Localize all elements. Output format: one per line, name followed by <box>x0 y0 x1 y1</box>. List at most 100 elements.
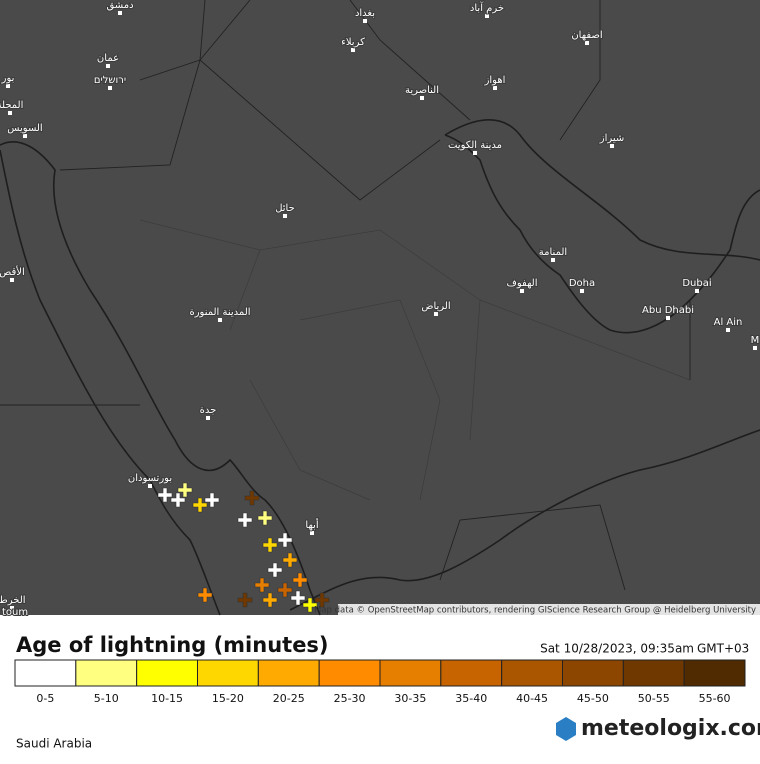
borders <box>0 0 691 591</box>
legend-label: 55-60 <box>699 692 731 705</box>
city-label: الخرط <box>0 595 26 606</box>
city-label: عمان <box>97 53 119 64</box>
city-label: ירושלים <box>94 75 126 86</box>
city-label: المدينة المنورة <box>189 307 250 318</box>
city-dot <box>351 48 355 52</box>
city-dot <box>118 11 122 15</box>
legend-label: 20-25 <box>273 692 305 705</box>
city-label: اصفهان <box>571 30 602 41</box>
timezone: GMT+03 <box>697 642 749 656</box>
region: Saudi Arabia <box>16 737 92 751</box>
city-dot <box>108 86 112 90</box>
city-dot <box>695 289 699 293</box>
city-label: بور <box>1 73 15 84</box>
city-dot <box>580 289 584 293</box>
city-dot <box>283 214 287 218</box>
legend-swatch <box>257 659 320 687</box>
brand[interactable]: meteologix.com <box>581 716 760 741</box>
legend-swatch <box>75 659 138 687</box>
map-background <box>0 0 760 615</box>
timestamp: Sat 10/28/2023, 09:35am <box>540 642 694 656</box>
legend-swatch <box>379 659 442 687</box>
city-dot <box>493 86 497 90</box>
city-label: مدينة الكويت <box>448 140 502 151</box>
city-dot <box>420 96 424 100</box>
city-dot <box>434 312 438 316</box>
city-label: السويس <box>7 123 42 134</box>
legend-label: 0-5 <box>36 692 54 705</box>
city-label: المحلة <box>0 100 23 111</box>
city-dot <box>753 346 757 350</box>
city-label: كربلاء <box>341 37 365 48</box>
city-dot <box>10 278 14 282</box>
city-dot <box>8 111 12 115</box>
legend-swatch <box>501 659 563 687</box>
legend: 0-5 5-10 10-15 15-20 20-25 25-30 30-35 35-40 40-… <box>14 659 746 705</box>
legend-label: 30-35 <box>394 692 426 705</box>
city-label: Abu Dhabi <box>642 305 694 316</box>
city-dot <box>106 64 110 68</box>
city-dot <box>6 84 10 88</box>
city-label: المنامة <box>539 247 567 258</box>
city-dot <box>13 618 17 622</box>
legend-swatch <box>14 659 77 687</box>
city-label: الأقص <box>0 265 25 278</box>
city-label: بغداد <box>355 8 375 19</box>
city-label: الناصرية <box>405 85 439 96</box>
city-label: الرياض <box>421 301 450 312</box>
legend-swatch <box>136 659 199 687</box>
legend-label: 45-50 <box>577 692 609 705</box>
legend-label: 50-55 <box>638 692 670 705</box>
city-dot <box>310 531 314 535</box>
attribution: Map data © OpenStreetMap contributors, r… <box>314 606 756 616</box>
legend-swatch <box>622 659 685 687</box>
city-dot <box>23 134 27 138</box>
province-lines <box>139 219 691 501</box>
legend-label: 35-40 <box>455 692 487 705</box>
city-label: Dubai <box>682 278 711 289</box>
legend-label: 40-45 <box>516 692 548 705</box>
city-label: Al Ain <box>714 317 743 328</box>
legend-swatch <box>683 659 746 687</box>
city-dot <box>485 14 489 18</box>
city-dot <box>726 328 730 332</box>
legend-label: 25-30 <box>334 692 366 705</box>
coastlines <box>0 119 760 616</box>
legend-swatch <box>562 659 624 687</box>
city-dot <box>206 416 210 420</box>
city-label: شيراز <box>599 133 625 144</box>
city-labels: دمشق بغداد خرم آباد اصفهان كربلاء عمان ירושלים… <box>0 0 760 622</box>
city-label: بورتسودان <box>128 473 172 484</box>
legend-swatch <box>318 659 381 687</box>
city-label: toum <box>2 607 28 618</box>
legend-label: 10-15 <box>151 692 183 705</box>
city-dot <box>148 484 152 488</box>
brand-logo <box>556 717 576 741</box>
city-label: جدة <box>200 405 217 416</box>
city-label: خرم آباد <box>470 1 504 14</box>
city-dot <box>666 316 670 320</box>
city-label: Doha <box>569 278 595 289</box>
city-label: اهواز <box>484 75 506 86</box>
city-dot <box>218 318 222 322</box>
city-label: حائل <box>275 203 295 214</box>
city-label: M <box>751 335 760 346</box>
legend-label: 15-20 <box>212 692 244 705</box>
city-dot <box>585 41 589 45</box>
legend-swatch <box>440 659 503 687</box>
city-label: دمشق <box>106 0 133 11</box>
city-label: الهفوف <box>506 278 537 289</box>
city-dot <box>520 289 524 293</box>
city-dot <box>551 258 555 262</box>
city-dot <box>10 606 14 610</box>
legend-swatch <box>197 659 259 687</box>
legend-label: 5-10 <box>94 692 119 705</box>
city-dot <box>473 151 477 155</box>
city-label: أبها <box>305 518 318 531</box>
attribution-bg <box>338 604 760 615</box>
legend-title: Age of lightning (minutes) <box>16 633 329 657</box>
city-dot <box>610 144 614 148</box>
city-dot <box>363 19 367 23</box>
